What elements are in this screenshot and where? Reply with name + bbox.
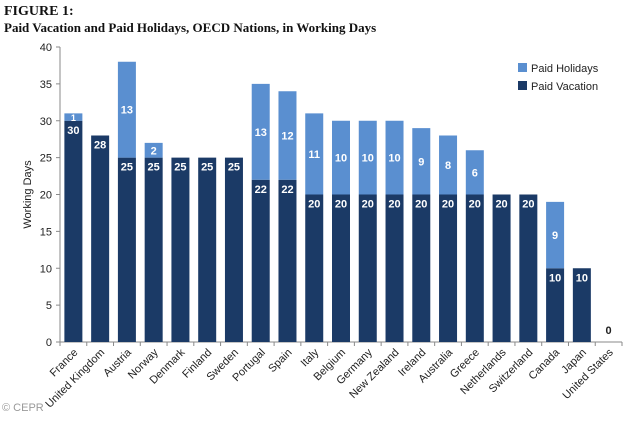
- bar-paid-vacation: [546, 268, 565, 342]
- data-label-paid-holidays: 12: [281, 131, 293, 143]
- bar-paid-vacation: [572, 268, 591, 342]
- data-label-paid-vacation: 25: [201, 162, 213, 174]
- data-label-paid-vacation: 20: [308, 199, 320, 211]
- bar-paid-vacation: [385, 194, 404, 342]
- data-label-paid-vacation: 20: [335, 199, 347, 211]
- data-label-paid-vacation: 0: [606, 325, 612, 337]
- bar-paid-holidays: [144, 142, 163, 158]
- x-category-label: Spain: [266, 347, 294, 375]
- data-label-paid-vacation: 20: [522, 199, 534, 211]
- bar-paid-vacation: [439, 194, 458, 342]
- data-label-paid-holidays: 6: [472, 167, 478, 179]
- data-label-paid-holidays: 10: [362, 153, 374, 165]
- figure-title-block: FIGURE 1: Paid Vacation and Paid Holiday…: [4, 4, 376, 36]
- bar-paid-holidays: [546, 201, 565, 269]
- y-tick-label: 15: [40, 226, 52, 238]
- bar-paid-vacation: [144, 157, 163, 342]
- bar-paid-vacation: [412, 194, 431, 342]
- bar-paid-holidays: [385, 120, 404, 195]
- x-category-label: Canada: [526, 346, 562, 382]
- data-label-paid-holidays: 9: [552, 230, 558, 242]
- data-label-paid-vacation: 30: [67, 125, 79, 137]
- data-label-paid-holidays: 13: [255, 127, 267, 139]
- bar-paid-vacation: [332, 194, 350, 342]
- data-label-paid-vacation: 20: [362, 199, 374, 211]
- x-category-label: Italy: [299, 346, 322, 369]
- legend-label: Paid Holidays: [531, 63, 599, 75]
- y-tick-label: 20: [40, 190, 52, 202]
- data-label-paid-vacation: 22: [255, 184, 267, 196]
- y-tick-label: 10: [40, 263, 52, 275]
- bar-paid-holidays: [439, 135, 458, 195]
- bar-paid-vacation: [305, 194, 324, 342]
- data-label-paid-holidays: 10: [388, 153, 400, 165]
- bar-paid-holidays: [332, 120, 350, 195]
- y-tick-label: 35: [40, 79, 52, 91]
- data-label-paid-vacation: 25: [174, 162, 186, 174]
- data-label-paid-vacation: 25: [121, 162, 133, 174]
- figure-label: FIGURE 1:: [4, 4, 74, 19]
- bar-paid-vacation: [278, 179, 297, 342]
- data-label-paid-holidays: 11: [308, 149, 320, 161]
- data-label-paid-holidays: 2: [151, 145, 157, 157]
- bar-paid-holidays: [278, 91, 297, 180]
- data-label-paid-vacation: 20: [415, 199, 427, 211]
- bar-paid-holidays: [251, 83, 270, 180]
- y-tick-label: 40: [40, 42, 52, 54]
- data-label-paid-vacation: 22: [281, 184, 293, 196]
- y-tick-label: 5: [46, 300, 52, 312]
- bar-paid-vacation: [492, 194, 511, 342]
- bar-paid-holidays: [358, 120, 377, 195]
- y-tick-label: 30: [40, 116, 52, 128]
- bar-paid-holidays: [64, 113, 83, 121]
- figure-title: Paid Vacation and Paid Holidays, OECD Na…: [4, 20, 377, 35]
- data-label-paid-holidays: 13: [121, 105, 133, 117]
- legend-swatch: [518, 63, 527, 72]
- y-tick-label: 0: [46, 337, 52, 349]
- bar-paid-vacation: [251, 179, 270, 342]
- data-label-paid-vacation: 20: [469, 199, 481, 211]
- data-label-paid-holidays: 10: [335, 153, 347, 165]
- data-label-paid-vacation: 25: [228, 162, 240, 174]
- data-label-paid-holidays: 8: [445, 160, 451, 172]
- data-label-paid-vacation: 20: [495, 199, 507, 211]
- data-label-paid-vacation: 20: [442, 199, 454, 211]
- bar-paid-vacation: [224, 157, 243, 342]
- copyright-watermark: © CEPR: [2, 402, 44, 414]
- bar-paid-holidays: [305, 113, 324, 195]
- y-tick-label: 25: [40, 153, 52, 165]
- data-label-paid-holidays: 1: [71, 113, 76, 123]
- bar-paid-holidays: [412, 128, 431, 195]
- legend-swatch: [518, 81, 527, 90]
- bar-paid-vacation: [465, 194, 484, 342]
- y-axis-title: Working Days: [22, 160, 34, 229]
- bar-paid-vacation: [358, 194, 377, 342]
- bar-paid-vacation: [198, 157, 217, 342]
- data-label-paid-vacation: 20: [388, 199, 400, 211]
- data-label-paid-vacation: 10: [549, 272, 561, 284]
- bar-paid-vacation: [519, 194, 538, 342]
- data-label-paid-vacation: 10: [576, 272, 588, 284]
- bar-paid-vacation: [91, 135, 110, 342]
- bar-paid-holidays: [117, 61, 136, 158]
- bar-paid-vacation: [117, 157, 136, 342]
- legend-label: Paid Vacation: [531, 81, 598, 93]
- data-label-paid-vacation: 28: [94, 140, 106, 152]
- bar-paid-holidays: [465, 150, 484, 195]
- data-label-paid-holidays: 9: [418, 156, 424, 168]
- data-label-paid-vacation: 25: [148, 162, 160, 174]
- bar-paid-vacation: [64, 120, 83, 342]
- bar-paid-vacation: [171, 157, 190, 342]
